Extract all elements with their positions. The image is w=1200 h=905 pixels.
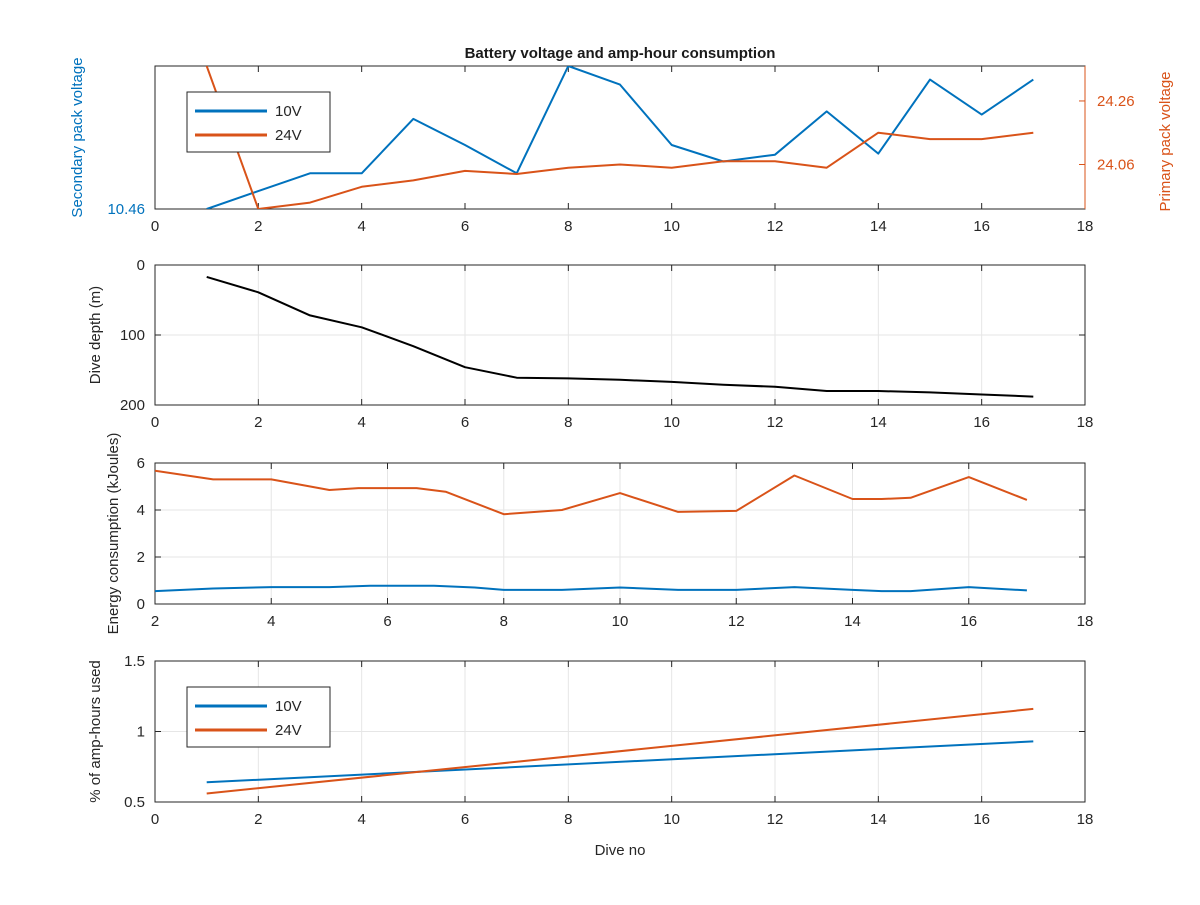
- x-tick-label: 0: [151, 414, 159, 431]
- y-tick-label: 100: [120, 327, 145, 344]
- x-tick-label: 14: [870, 218, 887, 235]
- subplot-1: 0 2 4 6 8 10 12 14 16 18 10.46 24.06 24.26 Primary pa…: [69, 57, 1174, 235]
- y-tick-label: 10.46: [107, 201, 145, 218]
- x-tick-label: 12: [767, 811, 784, 828]
- x-tick-label: 0: [151, 811, 159, 828]
- series-line-10v: [206, 66, 1034, 209]
- x-tick-label: 6: [461, 218, 469, 235]
- x-tick-label: 16: [960, 613, 977, 630]
- series-line-1: [155, 469, 1028, 516]
- x-tick-label: 12: [767, 414, 784, 431]
- legend-box: [186, 91, 331, 153]
- figure-title: Battery voltage and amp-hour consumption: [465, 45, 776, 62]
- y-tick-label: 0: [137, 596, 145, 613]
- y-axis-label: Dive depth (m): [87, 286, 104, 384]
- x-tick-label: 16: [973, 811, 990, 828]
- x-tick-label: 18: [1077, 218, 1094, 235]
- y-tick-label: 2: [137, 549, 145, 566]
- x-tick-label: 8: [500, 613, 508, 630]
- x-tick-label: 18: [1077, 613, 1094, 630]
- x-tick-label: 8: [564, 414, 572, 431]
- x-tick-label: 18: [1077, 811, 1094, 828]
- series-line-10v: [206, 740, 1034, 784]
- x-tick-label: 12: [767, 218, 784, 235]
- x-tick-label: 14: [844, 613, 861, 630]
- x-tick-label: 4: [357, 811, 365, 828]
- x-tick-label: 16: [973, 218, 990, 235]
- series-line-1: [206, 275, 1034, 398]
- series-line-24v: [205, 66, 1034, 209]
- subplot-2: 0 2 4 6 8 10 12 14 16 18 0 100 200 Dive depth (m): [87, 257, 1093, 431]
- y-tick-label: 1: [137, 724, 145, 741]
- y-tick-label: 200: [120, 397, 145, 414]
- legend-label-24v: 24V: [275, 127, 302, 144]
- x-tick-label: 16: [973, 414, 990, 431]
- x-tick-label: 0: [151, 218, 159, 235]
- x-tick-label: 8: [564, 218, 572, 235]
- y-right-tick-label: 24.26: [1097, 93, 1135, 110]
- x-tick-label: 10: [663, 811, 680, 828]
- y-tick-label: 0.5: [124, 794, 145, 811]
- x-tick-label: 6: [461, 414, 469, 431]
- y-tick-label: 1.5: [124, 653, 145, 670]
- x-tick-label: 4: [357, 218, 365, 235]
- y-axis-label: Energy consumption (kJoules): [105, 433, 122, 635]
- y-tick-label: 4: [137, 502, 145, 519]
- x-tick-label: 12: [728, 613, 745, 630]
- x-tick-label: 6: [383, 613, 391, 630]
- x-tick-label: 2: [254, 218, 262, 235]
- x-tick-label: 14: [870, 811, 887, 828]
- legend-label-10v: 10V: [275, 103, 302, 120]
- series-line-24v: [206, 707, 1034, 795]
- y-tick-label: 0: [137, 257, 145, 274]
- x-tick-label: 2: [254, 414, 262, 431]
- x-tick-label: 10: [663, 218, 680, 235]
- legend-label-24v: 24V: [275, 722, 302, 739]
- y-tick-label: 6: [137, 455, 145, 472]
- x-axis-label: Dive no: [595, 842, 646, 859]
- y-right-axis-label: Primary pack voltage: [1157, 71, 1174, 211]
- x-tick-label: 2: [151, 613, 159, 630]
- x-tick-label: 18: [1077, 414, 1094, 431]
- x-tick-label: 14: [870, 414, 887, 431]
- x-tick-label: 4: [267, 613, 275, 630]
- x-tick-label: 4: [357, 414, 365, 431]
- x-tick-label: 6: [461, 811, 469, 828]
- x-tick-label: 2: [254, 811, 262, 828]
- y-right-tick-label: 24.06: [1097, 157, 1135, 174]
- y-axis-label: Secondary pack voltage: [69, 57, 86, 217]
- x-tick-label: 10: [612, 613, 629, 630]
- x-tick-label: 8: [564, 811, 572, 828]
- x-tick-label: 10: [663, 414, 680, 431]
- legend-box: [186, 686, 331, 748]
- legend-label-10v: 10V: [275, 698, 302, 715]
- series-line-2: [155, 584, 1027, 593]
- subplot-4: 0 2 4 6 8 10 12 14 16 18 0.5 1 1.5 % of amp-hours use…: [87, 653, 1093, 859]
- y-axis-label: % of amp-hours used: [87, 660, 104, 803]
